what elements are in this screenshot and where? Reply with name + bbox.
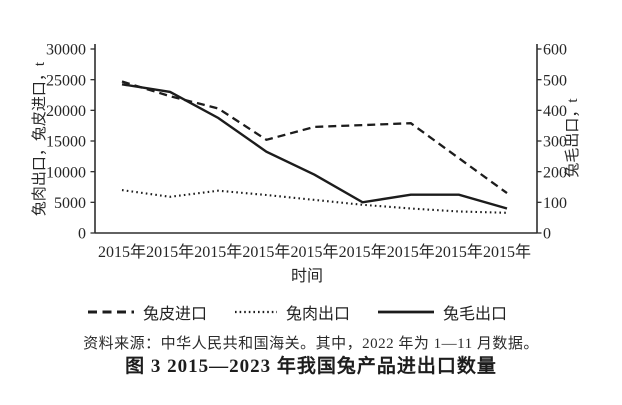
x-tick-label-7: 2015年 xyxy=(435,243,483,261)
legend-label: 兔毛出口 xyxy=(443,306,508,323)
y-left-tick-label: 30000 xyxy=(46,42,86,59)
figure-caption: 图 3 2015—2023 年我国兔产品进出口数量 xyxy=(125,356,497,377)
y-left-tick-label: 25000 xyxy=(46,72,86,89)
y-right-tick-label: 300 xyxy=(543,134,567,151)
legend-item-rabbit-skin-import: 兔皮进口 xyxy=(87,300,207,324)
y-right-tick-label: 0 xyxy=(543,226,551,243)
x-axis-title: 时间 xyxy=(291,267,323,285)
left-axis-title: 兔肉出口，兔皮进口，t xyxy=(31,61,48,216)
x-tick-label-3: 2015年 xyxy=(242,243,290,261)
x-tick-label-0: 2015年 xyxy=(98,243,146,261)
y-left-tick-label: 5000 xyxy=(54,195,86,212)
chart-legend: 兔皮进口 兔肉出口 兔毛出口 xyxy=(0,300,622,324)
solid-line-swatch xyxy=(378,310,434,314)
x-tick-label-1: 2015年 xyxy=(146,243,194,261)
y-right-tick-label: 200 xyxy=(543,164,567,181)
dotted-line-swatch xyxy=(234,310,277,314)
y-right-tick-label: 100 xyxy=(543,195,567,212)
y-left-tick-label: 15000 xyxy=(46,134,86,151)
y-left-tick-label: 0 xyxy=(78,226,86,243)
source-note: 资料来源：中华人民共和国海关。其中，2022 年为 1—11 月数据。 xyxy=(83,336,539,352)
series-line-rabbit-hair-export xyxy=(121,83,508,210)
legend-label: 兔皮进口 xyxy=(142,306,207,323)
x-tick-label-6: 2015年 xyxy=(387,243,435,261)
y-right-tick-label: 400 xyxy=(543,103,567,120)
x-tick-label-4: 2015年 xyxy=(290,243,338,261)
legend-item-rabbit-hair-export: 兔毛出口 xyxy=(377,300,507,324)
line-chart: 0 5000 10000 15000 20000 25000 30000 0 100 200 300… xyxy=(31,42,581,285)
y-right-tick-label: 600 xyxy=(543,42,567,59)
series-line-rabbit-meat-export xyxy=(121,189,508,214)
legend-label: 兔肉出口 xyxy=(285,306,350,323)
legend-item-rabbit-meat-export: 兔肉出口 xyxy=(234,300,350,324)
x-tick-label-8: 2015年 xyxy=(483,243,531,261)
y-left-tick-label: 10000 xyxy=(46,164,86,181)
x-tick-label-5: 2015年 xyxy=(339,243,387,261)
right-axis-title: 兔毛出口，t xyxy=(564,98,581,178)
dashed-line-swatch xyxy=(87,310,134,314)
y-right-tick-label: 500 xyxy=(543,72,567,89)
x-tick-label-2: 2015年 xyxy=(194,243,242,261)
y-left-tick-label: 20000 xyxy=(46,103,86,120)
